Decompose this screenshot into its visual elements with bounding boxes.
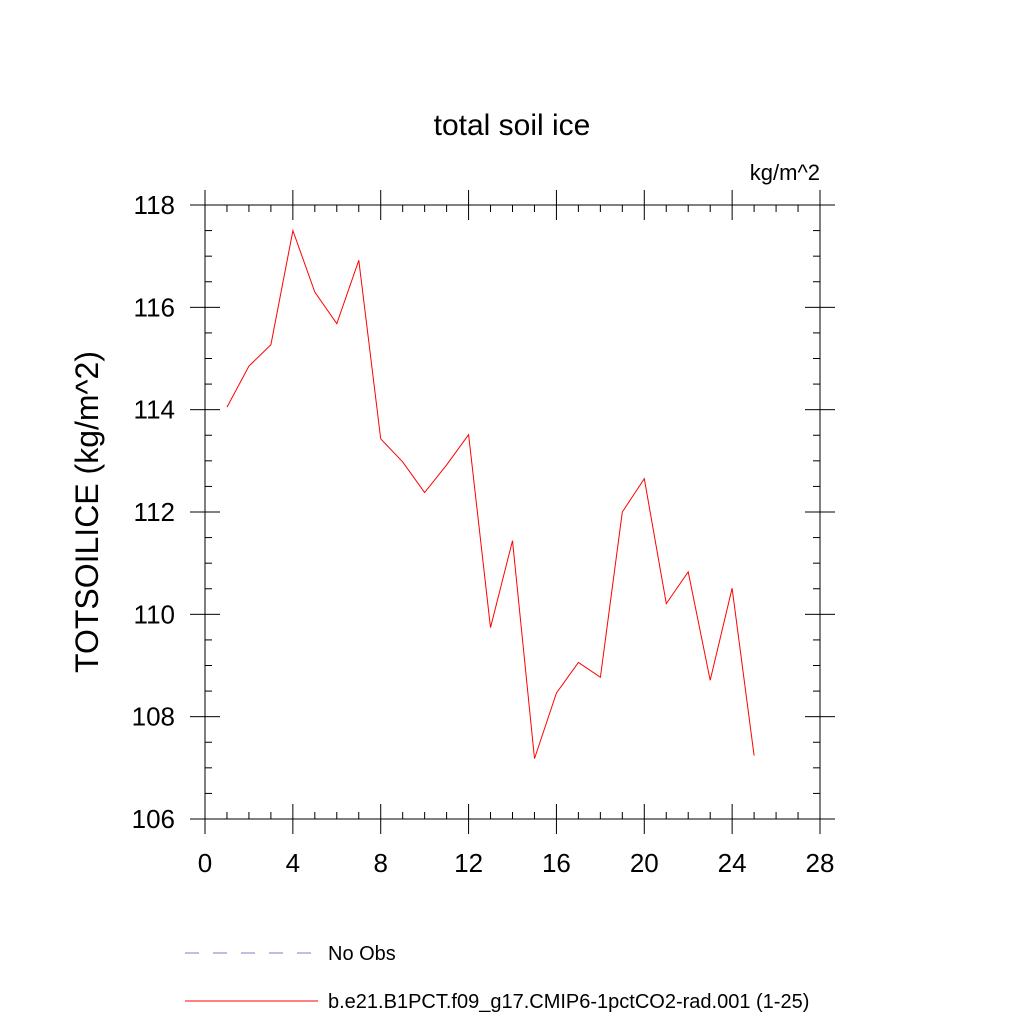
series-group [226, 228, 755, 759]
plot-area [204, 204, 821, 820]
legend-label-model: b.e21.B1PCT.f09_g17.CMIP6-1pctCO2-rad.00… [328, 991, 809, 1013]
x-tick-label: 8 [373, 848, 387, 878]
y-tick-label: 118 [134, 190, 175, 220]
x-tick-label: 0 [198, 848, 212, 878]
axis-ticks [190, 190, 835, 834]
x-tick-label: 24 [718, 848, 747, 878]
units-label: kg/m^2 [750, 160, 820, 185]
x-tick-label: 16 [542, 848, 571, 878]
axis-tick-labels: 0 4 8 12 16 20 24 28 106 108 110 112 114 116 118 [132, 190, 835, 878]
chart-title: total soil ice [434, 109, 591, 142]
x-tick-label: 12 [454, 848, 483, 878]
y-tick-label: 112 [134, 497, 175, 527]
legend-label-no-obs: No Obs [328, 943, 396, 965]
legend: No Obs b.e21.B1PCT.f09_g17.CMIP6-1pctCO2… [185, 943, 809, 1013]
y-axis-label: TOTSOILICE (kg/m^2) [69, 351, 105, 673]
y-tick-label: 108 [132, 702, 175, 732]
series-line [226, 228, 755, 759]
y-tick-label: 110 [134, 599, 175, 629]
y-tick-label: 106 [132, 804, 175, 834]
y-tick-label: 114 [134, 395, 175, 425]
x-tick-label: 28 [806, 848, 835, 878]
x-tick-label: 4 [286, 848, 300, 878]
x-tick-label: 20 [630, 848, 659, 878]
y-tick-label: 116 [134, 292, 175, 322]
